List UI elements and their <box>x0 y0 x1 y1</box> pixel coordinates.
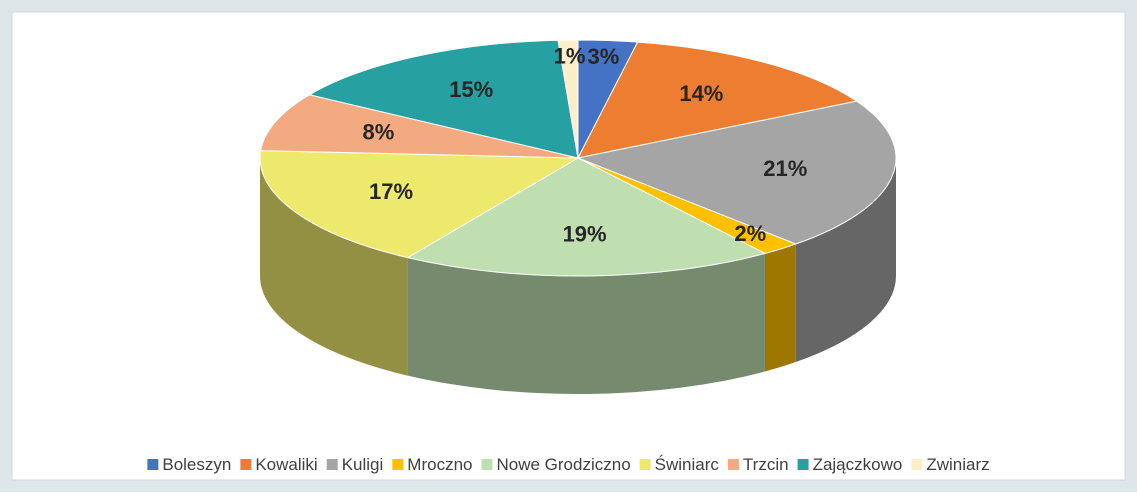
legend-swatch <box>481 459 493 470</box>
legend-swatch <box>240 459 252 470</box>
data-label: 17% <box>369 179 413 204</box>
data-label: 14% <box>679 81 723 106</box>
data-label: 15% <box>449 77 493 102</box>
data-label: 8% <box>362 120 394 145</box>
pie-slice-side <box>795 158 896 363</box>
legend-swatch <box>147 459 159 470</box>
pie-slice <box>557 39 579 159</box>
data-label: 21% <box>763 156 807 181</box>
pie-slice <box>576 100 897 245</box>
data-label: 1% <box>554 44 586 69</box>
legend-label: Zwiniarz <box>926 455 989 474</box>
legend-label: Kuligi <box>342 455 384 474</box>
pie-slice <box>577 41 858 159</box>
pie-slice-side <box>764 244 796 372</box>
legend-label: Nowe Grodziczno <box>496 455 630 474</box>
legend-swatch <box>639 459 651 470</box>
legend-label: Trzcin <box>743 455 789 474</box>
legend-swatch <box>326 459 338 470</box>
legend-swatch <box>727 459 739 470</box>
legend-label: Kowaliki <box>255 455 317 474</box>
legend-swatch <box>392 459 404 470</box>
pie-slice <box>260 94 579 159</box>
pie-slice-side <box>407 253 765 395</box>
data-label: 3% <box>588 44 620 69</box>
data-label: 2% <box>734 221 766 246</box>
pie-slice <box>406 157 767 277</box>
legend-label: Zajączkowo <box>813 455 903 474</box>
legend-swatch <box>797 459 809 470</box>
legend-label: Boleszyn <box>162 455 231 474</box>
pie-slice <box>308 39 579 159</box>
data-label: 19% <box>563 222 607 247</box>
legend-label: Świniarc <box>655 455 720 474</box>
legend-swatch <box>911 459 923 470</box>
pie-slice <box>259 150 580 259</box>
legend-label: Mroczno <box>407 455 472 474</box>
pie-slice-side <box>260 158 408 376</box>
